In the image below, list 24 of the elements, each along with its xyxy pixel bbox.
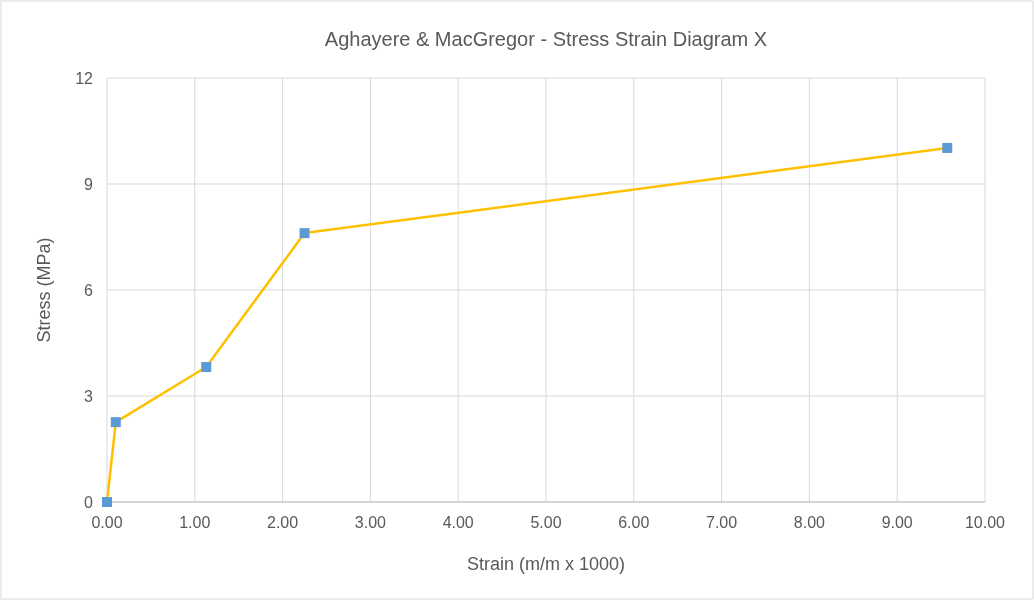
point — [942, 142, 953, 153]
x-tick-label: 0.00 — [91, 514, 123, 531]
y-axis-title: Stress (MPa) — [34, 237, 54, 343]
point — [201, 362, 212, 373]
point — [110, 417, 121, 428]
y-tick-label: 0 — [84, 494, 94, 511]
x-tick-label: 4.00 — [442, 514, 474, 531]
y-tick-label: 12 — [75, 70, 94, 87]
x-tick-label: 2.00 — [267, 514, 299, 531]
x-tick-label: 6.00 — [618, 514, 650, 531]
y-tick-label: 3 — [84, 388, 94, 405]
x-tick-label: 3.00 — [354, 514, 387, 531]
x-axis-title: Strain (m/m x 1000) — [466, 554, 626, 574]
x-tick-label: 9.00 — [881, 514, 913, 531]
y-tick-label: 6 — [84, 282, 94, 299]
point — [102, 497, 112, 507]
x-tick-label: 1.00 — [179, 514, 211, 531]
x-tick-label: 8.00 — [793, 514, 826, 531]
point — [299, 228, 310, 239]
x-tick-label: 5.00 — [530, 514, 562, 531]
x-tick-label: 7.00 — [706, 514, 738, 531]
chart-title: Aghayere & MacGregor - Stress Strain Diagram X — [324, 28, 768, 50]
y-tick-label: 9 — [84, 176, 94, 193]
x-tick-label: 10.00 — [964, 514, 1006, 531]
